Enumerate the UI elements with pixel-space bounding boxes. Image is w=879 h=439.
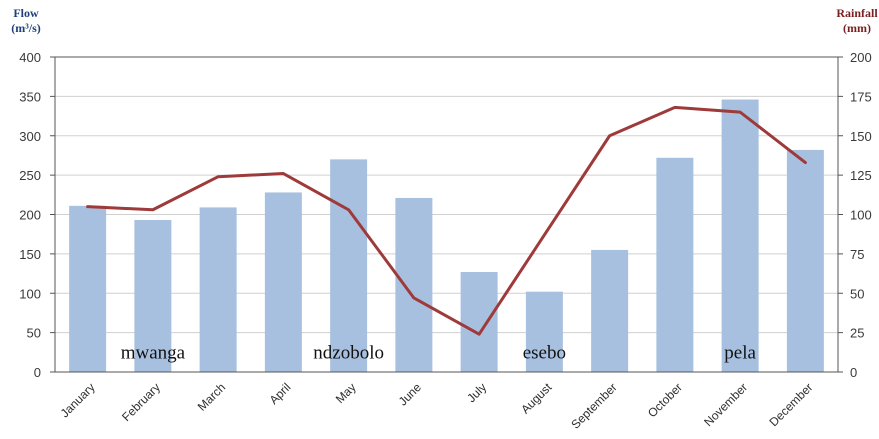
month-label: May: [333, 380, 359, 406]
region-annotation: ndzobolo: [313, 342, 384, 363]
right-tick-label: 175: [850, 89, 872, 104]
left-tick-label: 300: [19, 129, 41, 144]
right-tick-label: 150: [850, 129, 872, 144]
month-label: January: [58, 380, 98, 420]
left-axis-title-line2: (m³/s): [11, 21, 41, 35]
left-tick-label: 150: [19, 247, 41, 262]
flow-bar: [786, 149, 824, 372]
region-annotation: esebo: [523, 342, 566, 363]
month-label: July: [464, 380, 489, 405]
right-tick-label: 0: [850, 365, 857, 380]
x-axis-labels: January February March April May June July Augu…: [58, 380, 816, 432]
month-label: February: [119, 380, 163, 424]
rainfall-line: [86, 105, 807, 336]
left-tick-label: 400: [19, 50, 41, 65]
month-label: June: [396, 380, 425, 409]
flow-bars: [69, 99, 824, 373]
flow-bar: [656, 157, 694, 372]
right-tick-label: 75: [850, 247, 864, 262]
month-label: September: [568, 380, 619, 431]
left-tick-label: 250: [19, 168, 41, 183]
left-axis-ticks: 0 50 100 150 200 250 300 350 400: [19, 50, 55, 380]
region-annotation: pela: [724, 342, 756, 363]
gridlines: [55, 95, 838, 334]
right-axis-title-line1: Rainfall: [836, 6, 878, 20]
right-tick-label: 100: [850, 208, 872, 223]
flow-bar: [591, 249, 629, 372]
month-label: December: [766, 380, 815, 429]
left-axis-title-line1: Flow: [13, 6, 39, 20]
right-tick-label: 200: [850, 50, 872, 65]
flow-bar: [199, 207, 237, 372]
month-label: October: [645, 380, 685, 420]
flow-bar: [721, 99, 759, 373]
flow-bar: [525, 291, 563, 372]
left-tick-label: 100: [19, 286, 41, 301]
flow-bar: [264, 192, 302, 372]
left-tick-label: 0: [34, 365, 41, 380]
month-label: April: [267, 380, 294, 407]
flow-bar: [395, 197, 433, 372]
flow-bar: [134, 220, 172, 372]
month-label: November: [701, 380, 750, 429]
region-annotation: mwanga: [121, 342, 186, 363]
flow-bar: [69, 205, 107, 372]
right-tick-label: 25: [850, 326, 864, 341]
right-axis-ticks: 0 25 50 75 100 125 150 175 200: [838, 50, 872, 380]
left-tick-label: 200: [19, 208, 41, 223]
left-tick-label: 350: [19, 89, 41, 104]
right-tick-label: 125: [850, 168, 872, 183]
flow-bar: [460, 271, 498, 372]
annotations: mwanga ndzobolo esebo pela: [121, 342, 757, 363]
right-tick-label: 50: [850, 286, 864, 301]
left-tick-label: 50: [27, 326, 41, 341]
flow-bar: [330, 159, 368, 372]
month-label: March: [195, 380, 228, 413]
right-axis-title-line2: (mm): [843, 21, 871, 35]
month-label: August: [518, 380, 555, 417]
rainfall-line-layer: [86, 105, 807, 336]
